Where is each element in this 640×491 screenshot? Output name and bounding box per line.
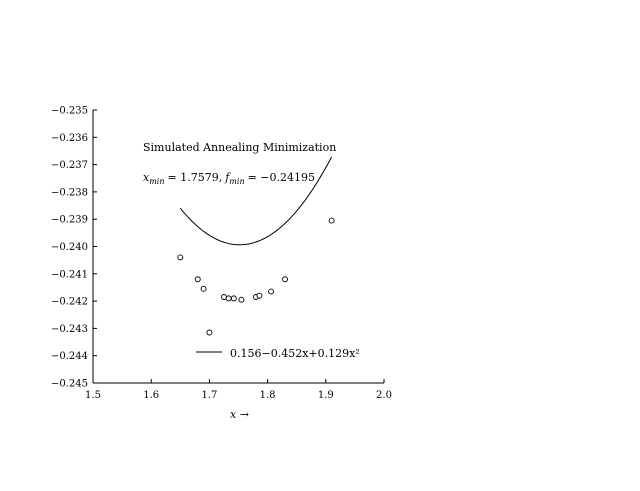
y-tick-label: −0.240 (51, 242, 88, 253)
data-point (194, 276, 201, 283)
data-point (206, 329, 213, 336)
y-tick-label: −0.245 (51, 379, 88, 390)
data-point (200, 285, 207, 292)
fmin-symbol: f (224, 171, 231, 184)
fmin-subscript: min (229, 177, 244, 186)
chart-title: Simulated Annealing Minimization (143, 141, 336, 154)
xmin-value: = 1.7579, (168, 171, 223, 184)
x-tick-label: 2.0 (376, 390, 392, 401)
x-ticks: 1.5 1.6 1.7 1.8 1.9 2.0 (85, 379, 392, 401)
data-point (328, 217, 335, 224)
y-tick-label: −0.239 (51, 215, 88, 226)
x-tick-label: 1.9 (318, 390, 334, 401)
data-point (282, 276, 289, 283)
x-tick-label: 1.7 (201, 390, 217, 401)
y-tick-label: −0.243 (51, 324, 88, 335)
xmin-subscript: min (149, 177, 164, 186)
data-point (268, 288, 275, 295)
x-axis-label: x → (230, 408, 249, 421)
result-annotation: xmin = 1.7579, fmin = −0.24195 (143, 171, 315, 186)
data-point (256, 292, 263, 299)
xmin-symbol: x (143, 171, 150, 184)
y-tick-label: −0.244 (51, 351, 88, 362)
data-point (177, 254, 184, 261)
fit-curve (179, 156, 333, 246)
legend: 0.156−0.452x+0.129x² (196, 347, 360, 360)
y-ticks: −0.235 −0.236 −0.237 −0.238 −0.239 −0.240 −0.2… (51, 106, 97, 390)
y-tick-label: −0.238 (51, 187, 88, 198)
y-tick-label: −0.242 (51, 297, 88, 308)
y-tick-label: −0.241 (51, 269, 88, 280)
x-tick-label: 1.8 (260, 390, 276, 401)
x-tick-label: 1.5 (85, 390, 101, 401)
fmin-value: = −0.24195 (248, 171, 315, 184)
y-tick-label: −0.237 (51, 160, 88, 171)
data-point (238, 296, 245, 303)
data-point (225, 295, 232, 302)
y-tick-label: −0.236 (51, 133, 88, 144)
y-tick-label: −0.235 (51, 106, 88, 117)
legend-fit-label: 0.156−0.452x+0.129x² (230, 347, 360, 360)
data-points (177, 217, 335, 336)
data-point (230, 295, 237, 302)
x-tick-label: 1.6 (143, 390, 159, 401)
